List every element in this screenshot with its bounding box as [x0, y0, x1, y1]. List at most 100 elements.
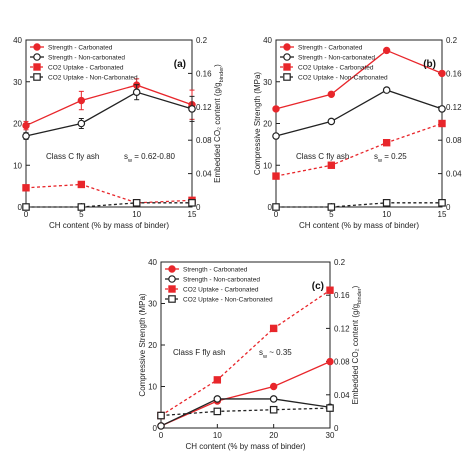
series-strength-non-carbonated	[157, 395, 334, 430]
series-line	[276, 202, 442, 208]
chart-panel-c: 0 10 20 30 40 0 0.04 0.08 0.12 0.16 0.2 0 10 20 30 CH c…	[138, 258, 363, 451]
legend-entry: Strength - Non-carbonated	[298, 55, 375, 62]
data-point	[438, 105, 446, 113]
y-left-tick-label: 40	[13, 36, 22, 45]
data-point	[269, 382, 278, 391]
legend-entry: Strength - Non-carbonated	[183, 277, 260, 284]
series-line	[26, 202, 192, 208]
series-line	[25, 91, 193, 137]
series-co2-uptake-non-carbonated	[272, 199, 446, 211]
data-point	[272, 132, 280, 140]
y-left-tick-label: 0	[268, 203, 273, 212]
data-point	[132, 199, 141, 207]
data-point	[213, 395, 222, 403]
annotation-sw: sw = 0.62-0.80	[124, 152, 176, 164]
data-point	[327, 161, 336, 169]
data-point	[272, 172, 280, 180]
data-point	[269, 405, 278, 414]
legend-swatch-marker	[168, 265, 176, 273]
data-point	[382, 199, 391, 207]
legend-swatch-marker	[168, 295, 176, 303]
data-point	[22, 132, 30, 140]
series-strength-carbonated	[22, 78, 196, 131]
data-point	[22, 184, 30, 192]
data-point	[327, 203, 336, 211]
legend-entry: CO2 Uptake - Carbonated	[48, 65, 124, 72]
legend-swatch-marker	[283, 63, 291, 71]
data-point	[438, 69, 446, 78]
data-point	[438, 119, 446, 128]
series-line	[160, 361, 331, 427]
series-line	[160, 289, 331, 417]
data-point	[326, 404, 334, 412]
legend-entry: Strength - Carbonated	[298, 45, 363, 52]
legend-entry: CO2 Uptake - Carbonated	[298, 65, 374, 72]
legend-entry: CO2 Uptake - Non-Carbonated	[298, 75, 388, 82]
y-left-tick-label: 0	[153, 424, 158, 433]
y-left-tick-label: 10	[148, 383, 157, 392]
data-point	[269, 324, 278, 333]
y-right-tick-label: 0.12	[334, 324, 350, 333]
legend-swatch-marker	[168, 285, 176, 293]
legend-swatch-marker	[283, 53, 291, 61]
y-right-tick-label: 0.04	[446, 170, 462, 179]
series-co2-uptake-carbonated	[272, 119, 446, 180]
y-left-tick-label: 10	[13, 161, 22, 170]
y-left-tick-label: 20	[13, 120, 22, 129]
y-right-tick-label: 0.08	[446, 136, 462, 145]
legend-entry: Strength - Carbonated	[183, 267, 248, 274]
legend: Strength - Carbonated Strength - Non-carb…	[165, 265, 273, 304]
x-axis-label: CH content (% by mass of binder)	[49, 221, 169, 230]
y-right-tick-label: 0.12	[196, 103, 212, 112]
data-point	[77, 119, 86, 128]
y-right-tick-label: 0	[196, 203, 201, 212]
y-right-tick-label: 0.16	[446, 69, 462, 78]
x-axis-label: CH content (% by mass of binder)	[185, 442, 305, 451]
legend-swatch-marker	[283, 43, 291, 51]
x-tick-label: 0	[274, 210, 279, 219]
data-point	[382, 86, 391, 94]
series-line	[25, 84, 193, 127]
series-co2-uptake-non-carbonated	[157, 404, 334, 420]
y-right-tick-label: 0.08	[196, 136, 212, 145]
chart-panel-a: 0 10 20 30 40 0 0.04 0.08 0.12 0.16 0.2 0 5 10 15 CH co…	[13, 36, 225, 230]
data-point	[188, 199, 196, 207]
annotation-class: Class C fly ash	[46, 152, 99, 161]
x-tick-label: 10	[213, 431, 222, 440]
series-strength-carbonated	[157, 357, 334, 430]
y-left-axis-label: Compressive Strength (MPa)	[138, 293, 147, 396]
panel-label: (c)	[312, 281, 324, 292]
data-point	[213, 407, 222, 416]
y-right-tick-label: 0.2	[446, 36, 458, 45]
y-right-axis-label: Embedded CO₂ content (g/gbinder)	[351, 285, 363, 404]
x-tick-label: 5	[79, 210, 84, 219]
legend-swatch-marker	[283, 73, 291, 81]
data-point	[438, 199, 446, 207]
data-point	[272, 203, 280, 211]
y-right-tick-label: 0.04	[196, 170, 212, 179]
legend-entry: Strength - Non-carbonated	[48, 55, 125, 62]
y-right-tick-label: 0.2	[196, 36, 208, 45]
y-right-tick-label: 0.16	[334, 291, 350, 300]
legend-entry: CO2 Uptake - Non-Carbonated	[48, 75, 138, 82]
data-point	[327, 90, 336, 98]
y-right-tick-label: 0	[446, 203, 451, 212]
legend-swatch-marker	[33, 53, 41, 61]
data-point	[326, 357, 334, 366]
series-co2-uptake-non-carbonated	[22, 199, 196, 211]
data-point	[77, 180, 86, 189]
annotation-sw: sw = 0.25	[374, 152, 407, 164]
data-point	[213, 376, 222, 384]
x-tick-label: 10	[382, 210, 391, 219]
series-line	[160, 407, 331, 417]
data-point	[272, 105, 280, 113]
data-point	[382, 46, 391, 55]
y-right-tick-label: 0.2	[334, 258, 346, 267]
legend-entry: CO2 Uptake - Carbonated	[183, 287, 259, 294]
panel-label: (b)	[423, 59, 436, 70]
series-line	[25, 183, 193, 204]
data-point	[327, 117, 336, 126]
y-left-tick-label: 20	[263, 120, 272, 129]
x-tick-label: 0	[159, 431, 164, 440]
